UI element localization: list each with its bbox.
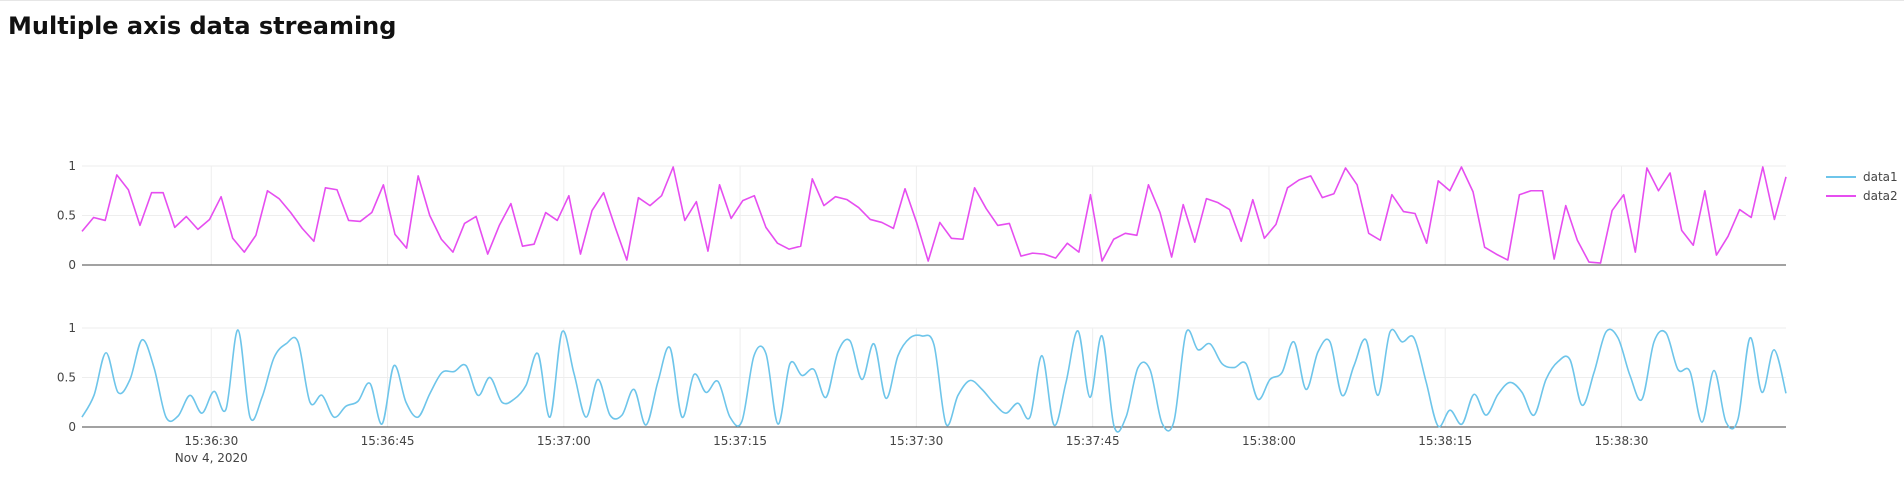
x-tick-label: 15:37:30 <box>889 434 943 448</box>
x-tick-label: 15:37:00 <box>537 434 591 448</box>
legend-label-data1[interactable]: data1 <box>1863 170 1898 184</box>
x-tick-date-label: Nov 4, 2020 <box>175 451 248 465</box>
y-tick-label-bottom: 1 <box>68 321 76 335</box>
page-top-border <box>0 0 1904 1</box>
series-line-data1[interactable] <box>81 328 1787 433</box>
y-tick-label-bottom: 0.5 <box>57 371 76 385</box>
axis-layer <box>82 264 1786 428</box>
legend-label-data2[interactable]: data2 <box>1863 189 1898 203</box>
series-line-data2[interactable] <box>81 166 1787 264</box>
y-tick-label-bottom: 0 <box>68 420 76 434</box>
series-layer <box>81 166 1787 433</box>
x-tick-label: 15:38:30 <box>1595 434 1649 448</box>
x-tick-label: 15:36:30 <box>184 434 238 448</box>
tick-layer: 15:36:30 Nov 4, 2020 15:36:45 15:37:00 15:37… <box>57 159 1649 465</box>
legend[interactable]: data1 data2 <box>1826 170 1898 203</box>
x-tick-label: 15:38:00 <box>1242 434 1296 448</box>
y-tick-label-top: 1 <box>68 159 76 173</box>
x-tick-label: 15:36:45 <box>361 434 415 448</box>
x-tick-label: 15:37:15 <box>713 434 767 448</box>
y-tick-label-top: 0 <box>68 258 76 272</box>
page-title: Multiple axis data streaming <box>8 12 397 40</box>
grid-layer <box>82 165 1786 427</box>
x-tick-label: 15:38:15 <box>1418 434 1472 448</box>
y-tick-label-top: 0.5 <box>57 209 76 223</box>
x-tick-label: 15:37:45 <box>1066 434 1120 448</box>
